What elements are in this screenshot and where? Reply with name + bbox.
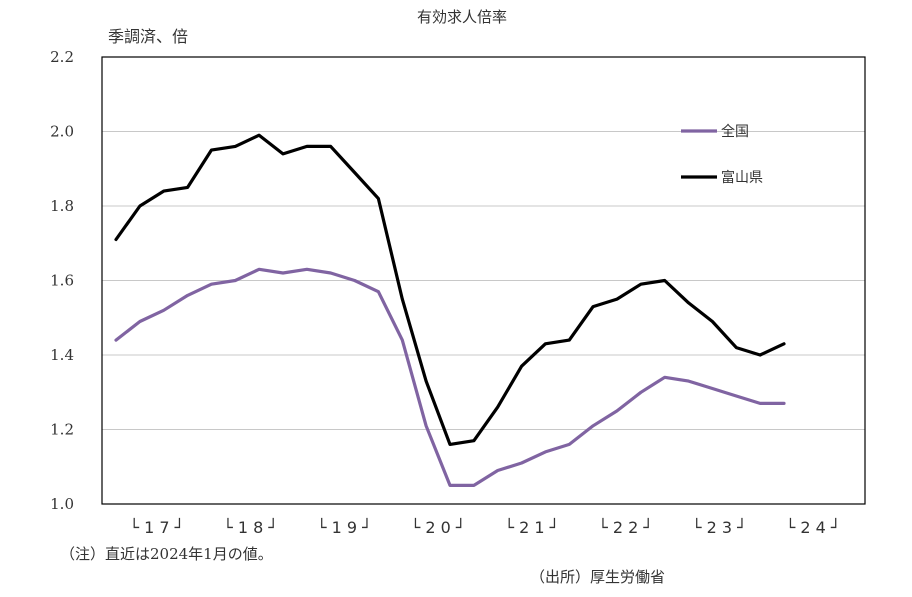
y-axis-ticks: 1.0 1.2 1.4 1.6 1.8 2.0 2.2 [50,48,74,513]
y-tick-label: 1.8 [50,197,74,215]
x-tick-label: └ 2 1 ┘ [504,517,559,537]
legend-label: 富山県 [721,169,763,186]
chart-title: 有効求人倍率 [417,8,507,26]
x-tick-label: └ 1 9 ┘ [317,517,372,537]
y-axis-label: 季調済、倍 [108,27,188,46]
x-tick-label: └ 1 8 ┘ [223,517,278,537]
y-tick-label: 1.4 [50,346,74,364]
y-tick-label: 1.2 [50,421,74,439]
y-tick-label: 1.0 [50,495,74,513]
y-tick-label: 2.0 [50,123,74,141]
x-tick-label: └ 2 4 ┘ [786,517,841,537]
footnote: （注）直近は2024年1月の値。 [60,545,273,563]
source-note: （出所）厚生労働省 [530,568,665,586]
series-line-toyama [114,133,786,446]
plot-area [101,56,866,505]
x-tick-label: └ 2 0 ┘ [411,517,466,537]
y-tick-label: 1.6 [50,272,74,290]
x-tick-label: └ 2 2 ┘ [598,517,653,537]
legend-label: 全国 [721,123,749,140]
x-tick-label: └ 2 3 ┘ [692,517,747,537]
x-axis-ticks: └ 1 7 ┘ └ 1 8 ┘ └ 1 9 ┘ └ 2 0 ┘ └ 2 1 ┘ └ 2 2… [129,517,840,537]
y-tick-label: 2.2 [50,48,74,66]
series-lines [114,133,786,487]
series-line-national [114,267,786,487]
x-tick-label: └ 1 7 ┘ [129,517,184,537]
